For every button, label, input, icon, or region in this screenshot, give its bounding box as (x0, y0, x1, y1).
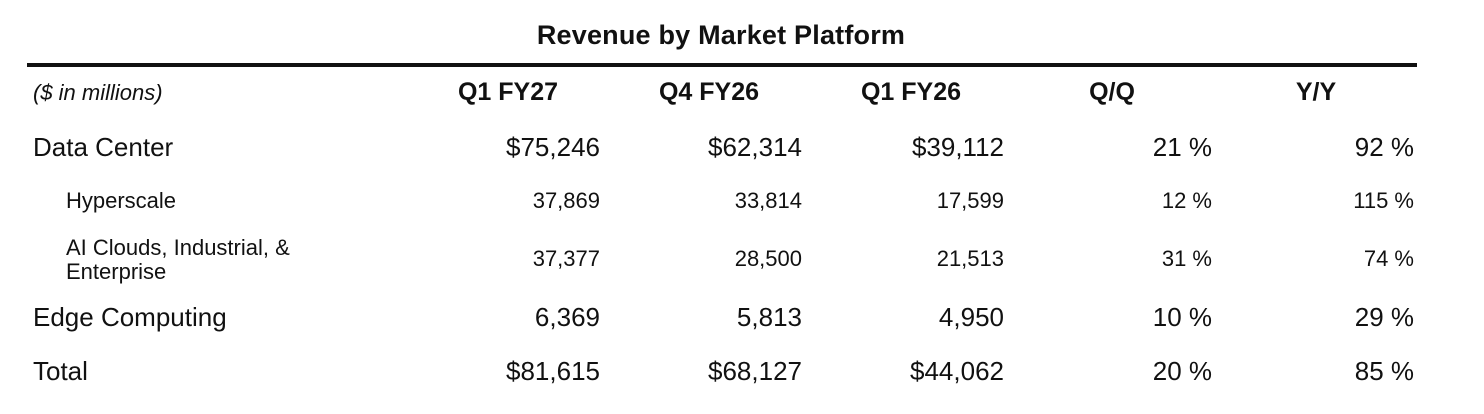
row-label: Total (33, 356, 88, 386)
cell-q1-fy26: 17,599 (936, 188, 1004, 213)
units-label: ($ in millions) (33, 80, 163, 105)
row-label: AI Clouds, Industrial, & Enterprise (66, 235, 290, 284)
row-label: Hyperscale (66, 188, 177, 213)
cell-yy: 29 % (1354, 302, 1414, 332)
table-title: Revenue by Market Platform (536, 20, 906, 50)
column-header-yy: Y/Y (1295, 78, 1337, 106)
cell-yy: 115 % (1353, 188, 1414, 213)
cell-q4-fy26: 33,814 (734, 188, 802, 213)
column-header-q1-fy27: Q1 FY27 (457, 78, 559, 106)
cell-qq: 31 % (1161, 246, 1212, 271)
header-row: ($ in millions) Q1 FY27 Q4 FY26 Q1 FY26 … (0, 78, 1484, 110)
row-label: Data Center (33, 132, 174, 162)
row-label: Edge Computing (33, 302, 227, 332)
column-header-q4-fy26: Q4 FY26 (658, 78, 760, 106)
cell-q1-fy26: 4,950 (938, 302, 1004, 332)
cell-q4-fy26: $68,127 (708, 356, 802, 386)
cell-q1-fy26: $44,062 (910, 356, 1004, 386)
cell-qq: 20 % (1152, 356, 1212, 386)
cell-qq: 10 % (1152, 302, 1212, 332)
header-rule (27, 63, 1417, 67)
cell-q1-fy27: $75,246 (506, 132, 600, 162)
cell-yy: 85 % (1354, 356, 1414, 386)
cell-yy: 92 % (1354, 132, 1414, 162)
cell-qq: 21 % (1152, 132, 1212, 162)
cell-yy: 74 % (1363, 246, 1414, 271)
cell-q1-fy27: 37,377 (532, 246, 600, 271)
column-header-q1-fy26: Q1 FY26 (860, 78, 962, 106)
cell-q1-fy27: 6,369 (534, 302, 600, 332)
cell-qq: 12 % (1161, 188, 1212, 213)
cell-q4-fy26: 5,813 (736, 302, 802, 332)
cell-q1-fy27: 37,869 (532, 188, 600, 213)
column-header-qq: Q/Q (1089, 78, 1135, 106)
cell-q4-fy26: $62,314 (708, 132, 802, 162)
cell-q1-fy26: 21,513 (936, 246, 1004, 271)
cell-q1-fy26: $39,112 (911, 132, 1004, 162)
cell-q1-fy27: $81,615 (506, 356, 600, 386)
cell-q4-fy26: 28,500 (734, 246, 802, 271)
